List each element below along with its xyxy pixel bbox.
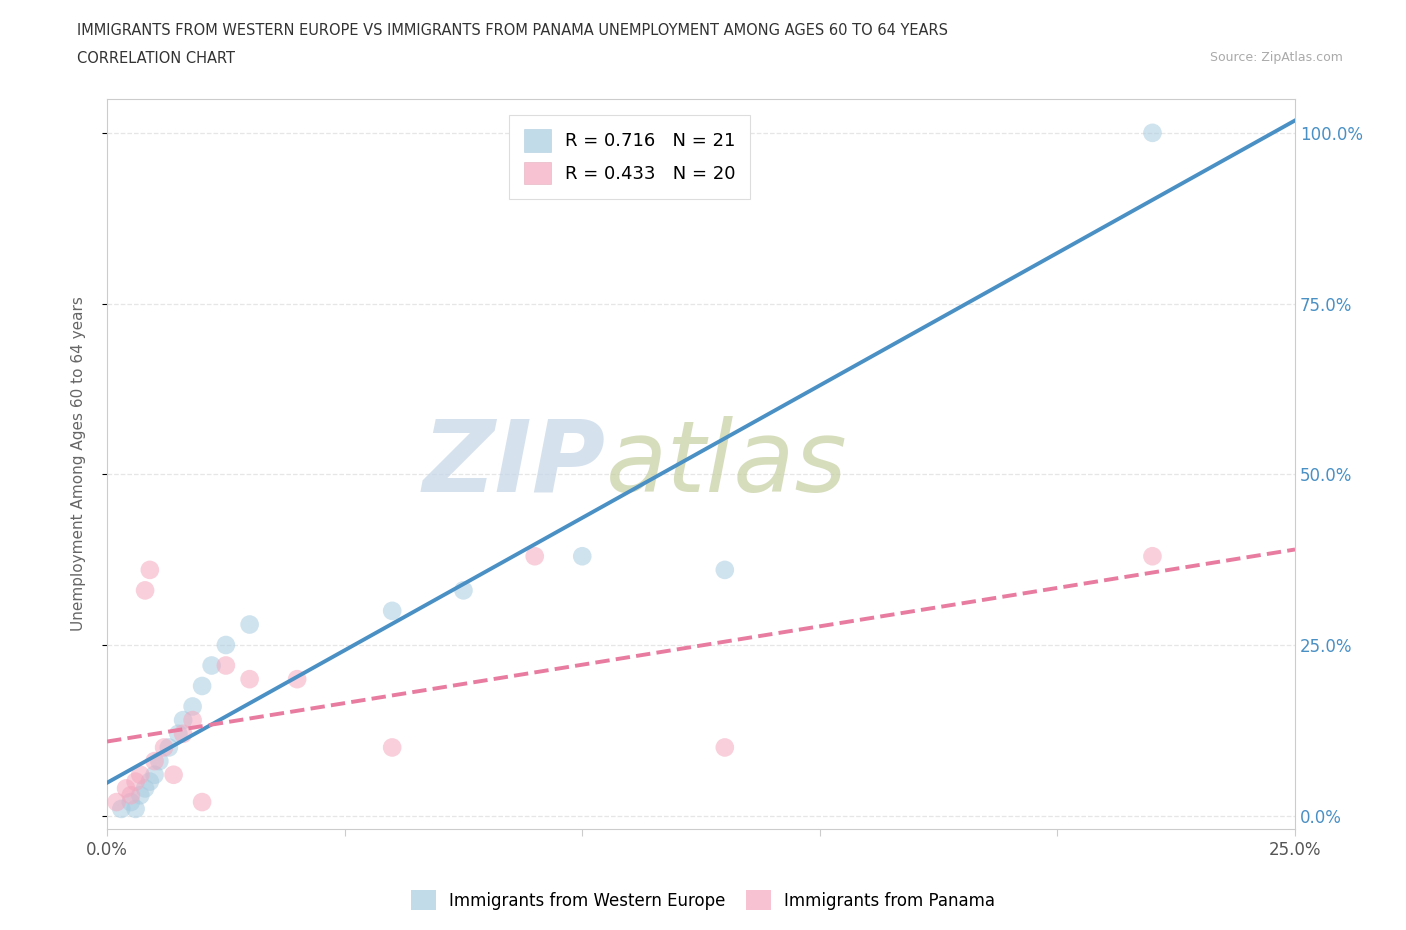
Point — [239, 671, 262, 686]
Point — [139, 563, 162, 578]
Point — [143, 753, 166, 768]
Point — [120, 788, 142, 803]
Point — [1142, 126, 1164, 140]
Point — [120, 794, 142, 809]
Point — [129, 767, 152, 782]
Point — [453, 583, 475, 598]
Point — [143, 767, 166, 782]
Point — [134, 583, 156, 598]
Point — [172, 712, 194, 727]
Point — [381, 604, 404, 618]
Point — [201, 658, 224, 673]
Legend: R = 0.716   N = 21, R = 0.433   N = 20: R = 0.716 N = 21, R = 0.433 N = 20 — [509, 115, 751, 199]
Point — [181, 699, 204, 714]
Text: IMMIGRANTS FROM WESTERN EUROPE VS IMMIGRANTS FROM PANAMA UNEMPLOYMENT AMONG AGES: IMMIGRANTS FROM WESTERN EUROPE VS IMMIGR… — [77, 23, 948, 38]
Point — [285, 671, 308, 686]
Point — [167, 726, 190, 741]
Text: Source: ZipAtlas.com: Source: ZipAtlas.com — [1209, 51, 1343, 64]
Text: ZIP: ZIP — [423, 416, 606, 512]
Y-axis label: Unemployment Among Ages 60 to 64 years: Unemployment Among Ages 60 to 64 years — [72, 297, 86, 631]
Point — [381, 740, 404, 755]
Legend: Immigrants from Western Europe, Immigrants from Panama: Immigrants from Western Europe, Immigran… — [405, 884, 1001, 917]
Point — [157, 740, 180, 755]
Point — [191, 679, 214, 694]
Point — [110, 802, 132, 817]
Text: CORRELATION CHART: CORRELATION CHART — [77, 51, 235, 66]
Point — [181, 712, 204, 727]
Point — [239, 618, 262, 632]
Point — [215, 658, 238, 673]
Point — [134, 781, 156, 796]
Point — [105, 794, 128, 809]
Point — [139, 774, 162, 789]
Point — [523, 549, 546, 564]
Point — [571, 549, 593, 564]
Point — [172, 726, 194, 741]
Point — [162, 767, 184, 782]
Point — [215, 638, 238, 653]
Point — [153, 740, 176, 755]
Point — [129, 788, 152, 803]
Point — [714, 740, 737, 755]
Point — [191, 794, 214, 809]
Point — [1142, 549, 1164, 564]
Text: atlas: atlas — [606, 416, 848, 512]
Point — [124, 802, 146, 817]
Point — [115, 781, 138, 796]
Point — [124, 774, 146, 789]
Point — [148, 753, 170, 768]
Point — [714, 563, 737, 578]
